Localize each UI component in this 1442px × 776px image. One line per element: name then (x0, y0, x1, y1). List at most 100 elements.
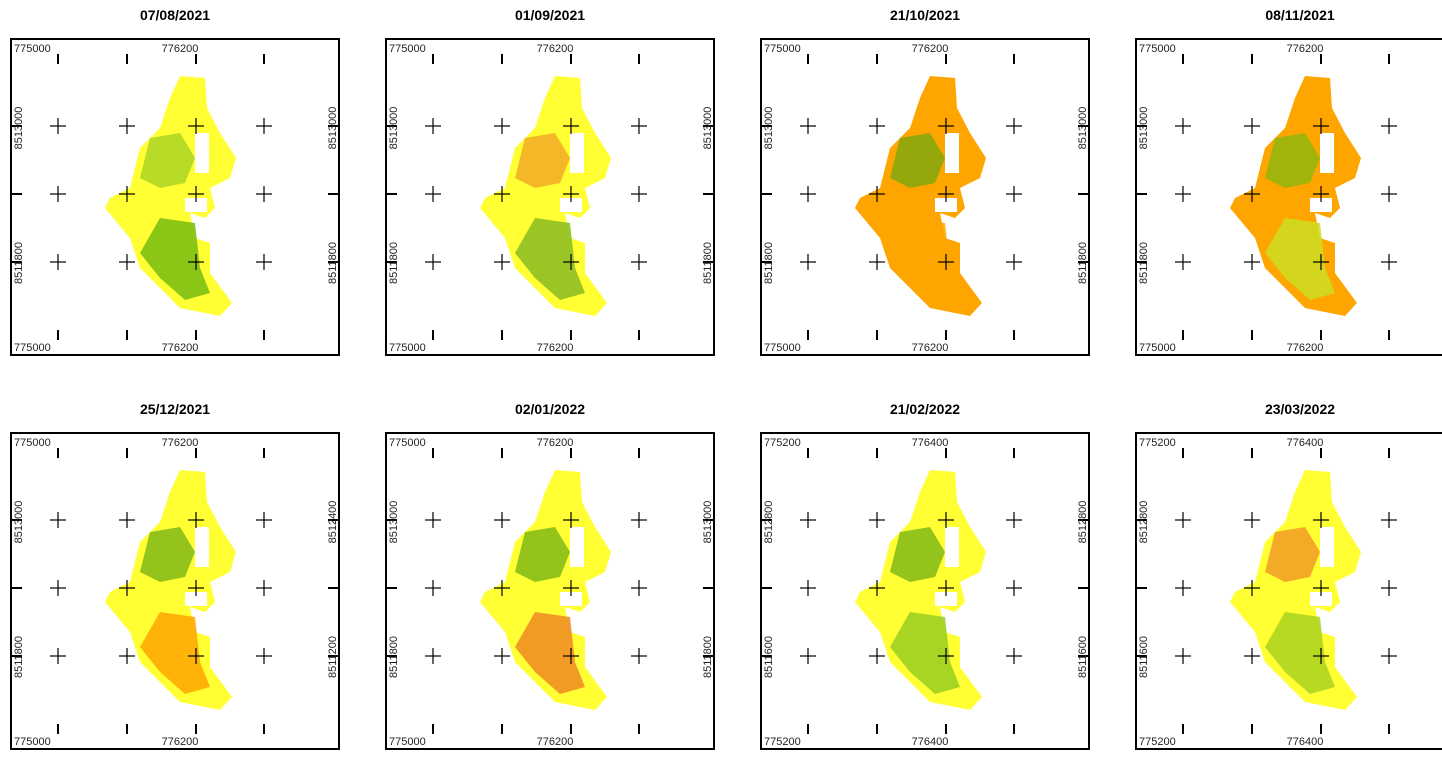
map-panel: 775000 776200 775000 776200 8513000 8511800 85… (760, 38, 1090, 356)
panel-title: 02/01/2022 (515, 401, 585, 417)
x-coord-label: 776400 (1287, 437, 1324, 449)
map-panel: 775000 776200 775000 776200 8513000 8511800 85… (10, 432, 340, 750)
map-panel: 775000 776200 775000 776200 8513000 8511800 85… (385, 38, 715, 356)
frame (1135, 38, 1442, 356)
map-panel: 775000 776200 775000 776200 8513000 8511800 85… (10, 38, 340, 356)
x-coord-label: 776200 (912, 342, 949, 354)
y-coord-label: 8513000 (702, 107, 714, 150)
area-hole (935, 198, 957, 212)
panel-title: 08/11/2021 (1265, 7, 1335, 23)
area-patch (1265, 612, 1335, 694)
area-hole (570, 133, 584, 173)
x-coord-label: 775000 (764, 43, 801, 55)
x-coord-label: 775000 (1139, 43, 1176, 55)
y-coord-label: 8512400 (327, 501, 339, 544)
area-hole (1310, 592, 1332, 606)
y-coord-label: 8511800 (388, 636, 400, 678)
area-hole (185, 592, 207, 606)
frame (385, 38, 715, 356)
area-hole (195, 527, 209, 567)
area-patch (1265, 527, 1320, 582)
y-coord-label: 8511800 (13, 636, 25, 678)
x-coord-label: 775000 (14, 43, 51, 55)
panel-title: 23/03/2022 (1265, 401, 1335, 417)
x-coord-label: 775200 (764, 736, 801, 748)
x-coord-label: 776200 (537, 437, 574, 449)
x-coord-label: 775200 (764, 437, 801, 449)
y-coord-label: 8511800 (702, 242, 714, 284)
x-coord-label: 776200 (162, 736, 199, 748)
x-coord-label: 776200 (162, 437, 199, 449)
y-coord-label: 8511800 (1138, 242, 1150, 284)
area-hole (185, 198, 207, 212)
x-coord-label: 775200 (1139, 736, 1176, 748)
panel-title: 25/12/2021 (140, 401, 210, 417)
x-coord-label: 775000 (389, 342, 426, 354)
x-coord-label: 776400 (912, 437, 949, 449)
panel-title: 07/08/2021 (140, 7, 210, 23)
y-coord-label: 8513000 (763, 107, 775, 150)
area-patch (890, 527, 945, 582)
y-coord-label: 8511800 (388, 242, 400, 284)
area-patch (140, 612, 210, 694)
frame (10, 38, 340, 356)
y-coord-label: 8513000 (388, 501, 400, 544)
area-hole (570, 527, 584, 567)
area-patch (140, 218, 210, 300)
y-coord-label: 8513000 (327, 107, 339, 150)
y-coord-label: 8511200 (327, 636, 339, 678)
map-panel: 775200 776400 775200 776400 8512800 8511600 85… (760, 432, 1090, 750)
x-coord-label: 776200 (537, 736, 574, 748)
area-patch (515, 133, 570, 188)
area-hole (1320, 527, 1334, 567)
frame (1135, 432, 1442, 750)
area-patch (515, 218, 585, 300)
map-panel: 775000 776200 775000 776200 8513000 8511800 (1135, 38, 1442, 356)
area-hole (560, 198, 582, 212)
y-coord-label: 8513000 (388, 107, 400, 150)
area-hole (195, 133, 209, 173)
x-coord-label: 776400 (912, 736, 949, 748)
area-patch (890, 133, 945, 188)
frame (760, 432, 1090, 750)
x-coord-label: 775000 (389, 43, 426, 55)
x-coord-label: 775000 (1139, 342, 1176, 354)
area-patch (140, 133, 195, 188)
x-coord-label: 776200 (162, 43, 199, 55)
y-coord-label: 8512800 (1138, 501, 1150, 544)
x-coord-label: 775000 (14, 736, 51, 748)
y-coord-label: 8511600 (1138, 636, 1150, 678)
x-coord-label: 775000 (389, 736, 426, 748)
x-coord-label: 776200 (162, 342, 199, 354)
x-coord-label: 775000 (14, 342, 51, 354)
map-panel: 775200 776400 775200 776400 8512800 8511600 (1135, 432, 1442, 750)
y-coord-label: 8511800 (702, 636, 714, 678)
y-coord-label: 8513000 (1138, 107, 1150, 150)
x-coord-label: 775200 (1139, 437, 1176, 449)
area-patch (890, 612, 960, 694)
area-hole (945, 133, 959, 173)
area-hole (935, 592, 957, 606)
area-hole (1320, 133, 1334, 173)
area-patch (1265, 133, 1320, 188)
x-coord-label: 776200 (1287, 342, 1324, 354)
panel-title: 21/02/2022 (890, 401, 960, 417)
y-coord-label: 8512800 (1077, 501, 1089, 544)
frame (10, 432, 340, 750)
area-hole (945, 527, 959, 567)
panel-title: 21/10/2021 (890, 7, 960, 23)
y-coord-label: 8511800 (763, 242, 775, 284)
x-coord-label: 776200 (537, 43, 574, 55)
y-coord-label: 8512800 (763, 501, 775, 544)
x-coord-label: 776200 (912, 43, 949, 55)
area-patch (515, 527, 570, 582)
y-coord-label: 8513000 (1077, 107, 1089, 150)
area-patch (890, 218, 960, 300)
x-coord-label: 776200 (1287, 43, 1324, 55)
map-panel: 775000 776200 775000 776200 8513000 8511800 85… (385, 432, 715, 750)
x-coord-label: 775000 (14, 437, 51, 449)
area-patch (140, 527, 195, 582)
area-hole (1310, 198, 1332, 212)
x-coord-label: 776400 (1287, 736, 1324, 748)
